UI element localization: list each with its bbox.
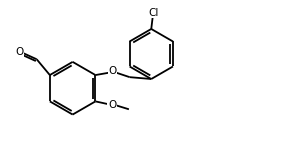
Text: O: O — [108, 100, 116, 110]
Text: Cl: Cl — [148, 8, 158, 18]
Text: O: O — [108, 66, 117, 76]
Text: O: O — [15, 47, 23, 57]
